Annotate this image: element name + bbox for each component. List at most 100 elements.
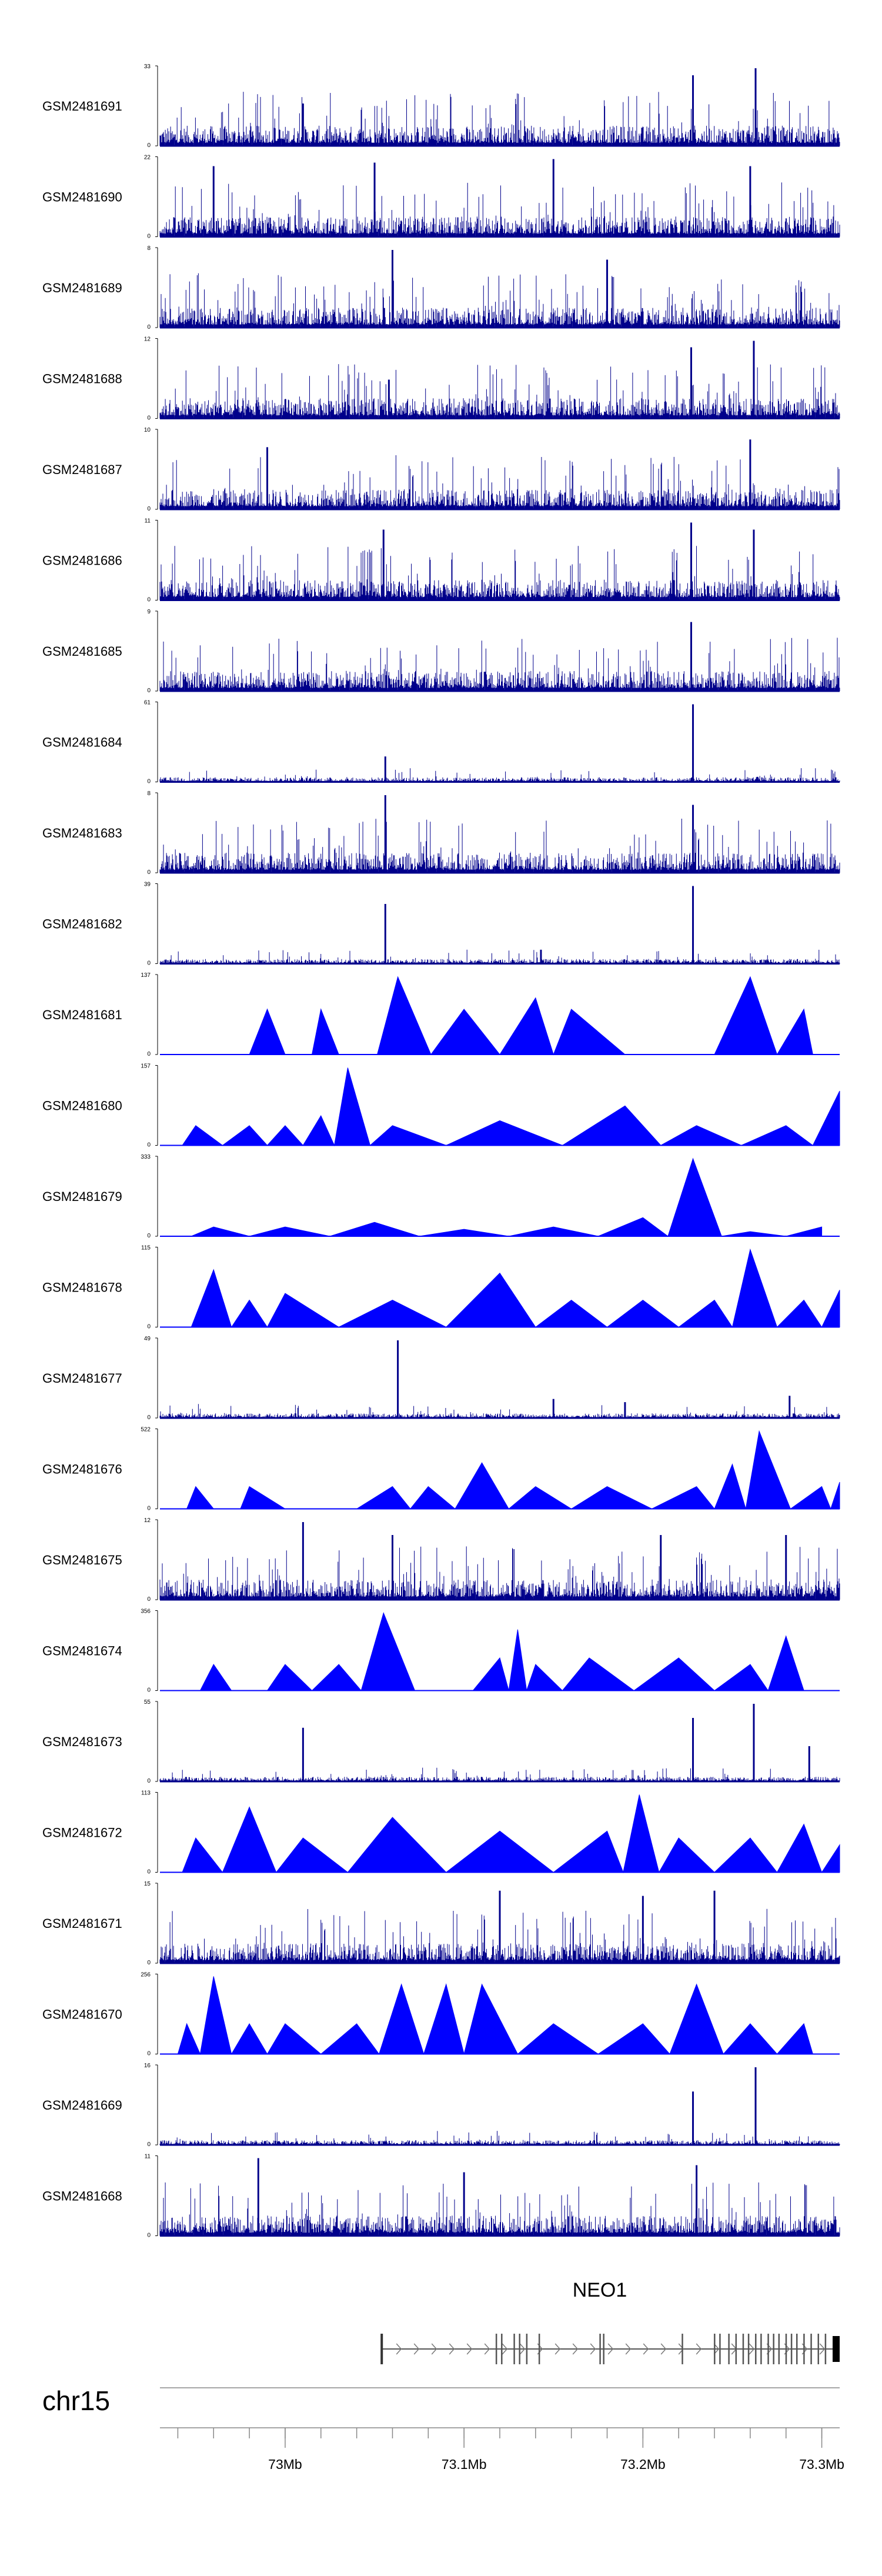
strand-arrow-icon bbox=[678, 2343, 684, 2355]
gene-exon bbox=[501, 2334, 503, 2364]
track-GSM2481686: GSM2481686 11 0 bbox=[42, 518, 840, 603]
gene-exon bbox=[735, 2334, 737, 2364]
track-ymin-label: 0 bbox=[147, 2233, 151, 2239]
gene-exon bbox=[817, 2334, 819, 2364]
track-ymax-label: 61 bbox=[144, 700, 151, 706]
genome-axis: chr15 73Mb 73.1Mb 73.2Mb 73.3Mb bbox=[42, 2385, 844, 2472]
gene-exon bbox=[495, 2334, 497, 2364]
gene-model-track: NEO1 bbox=[380, 2279, 840, 2364]
track-ymax-label: 12 bbox=[144, 1517, 151, 1524]
track-GSM2481683: GSM2481683 8 0 bbox=[42, 790, 840, 876]
track-ymax-label: 11 bbox=[145, 2154, 151, 2160]
track-signal-bars bbox=[159, 1767, 840, 1781]
track-ymax-label: 15 bbox=[144, 1881, 151, 1887]
strand-arrow-icon bbox=[396, 2343, 402, 2355]
track-signal-bars bbox=[159, 455, 840, 509]
track-label: GSM2481673 bbox=[42, 1734, 122, 1749]
track-signal-area bbox=[231, 976, 822, 1056]
gene-exon bbox=[790, 2334, 793, 2364]
track-ymin-label: 0 bbox=[147, 2051, 151, 2057]
track-label: GSM2481675 bbox=[42, 1553, 122, 1567]
track-label: GSM2481689 bbox=[42, 281, 122, 295]
strand-arrow-icon bbox=[413, 2343, 420, 2355]
track-signal-bars bbox=[159, 1908, 840, 1963]
strand-arrow-icon bbox=[431, 2343, 437, 2355]
strand-arrow-icon bbox=[502, 2343, 508, 2355]
strand-arrow-icon bbox=[554, 2343, 561, 2355]
gene-exon bbox=[785, 2334, 787, 2364]
track-ymin-label: 0 bbox=[147, 1233, 151, 1239]
track-ymin-label: 0 bbox=[147, 960, 151, 967]
track-label: GSM2481674 bbox=[42, 1644, 122, 1659]
track-GSM2481679: GSM2481679 333 0 bbox=[42, 1154, 840, 1239]
track-ymin-label: 0 bbox=[147, 233, 151, 240]
gene-exon bbox=[599, 2334, 601, 2364]
strand-arrow-icon bbox=[590, 2343, 596, 2355]
track-GSM2481677: GSM2481677 49 0 bbox=[42, 1336, 840, 1421]
track-label: GSM2481671 bbox=[42, 1916, 122, 1931]
track-signal-area bbox=[169, 1067, 840, 1147]
track-signal-area bbox=[169, 1157, 823, 1237]
gene-exon bbox=[778, 2334, 780, 2364]
strand-arrow-icon bbox=[696, 2343, 702, 2355]
track-ymax-label: 522 bbox=[141, 1427, 151, 1433]
strand-arrow-icon bbox=[749, 2343, 755, 2355]
gene-exon bbox=[773, 2334, 774, 2364]
track-label: GSM2481668 bbox=[42, 2189, 122, 2204]
track-label: GSM2481685 bbox=[42, 644, 122, 659]
track-GSM2481688: GSM2481688 12 0 bbox=[42, 336, 840, 422]
track-signal-bars bbox=[159, 273, 840, 328]
track-ymax-label: 12 bbox=[144, 336, 151, 343]
track-GSM2481690: GSM2481690 22 0 bbox=[42, 155, 840, 240]
track-ymin-label: 0 bbox=[147, 1596, 151, 1603]
track-label: GSM2481670 bbox=[42, 2007, 122, 2022]
gene-exon bbox=[603, 2334, 604, 2364]
gene-exon bbox=[755, 2334, 757, 2364]
track-ymin-label: 0 bbox=[147, 1869, 151, 1876]
track-GSM2481687: GSM2481687 10 0 bbox=[42, 427, 840, 512]
axis-tick-label: 73.2Mb bbox=[620, 2457, 666, 2472]
strand-arrow-icon bbox=[449, 2343, 455, 2355]
track-signal-bars bbox=[159, 2131, 840, 2145]
gene-exon bbox=[538, 2334, 540, 2364]
axis-tick-label: 73.3Mb bbox=[799, 2457, 844, 2472]
track-ymax-label: 22 bbox=[144, 155, 151, 161]
track-GSM2481671: GSM2481671 15 0 bbox=[42, 1881, 840, 1966]
gene-exon bbox=[742, 2334, 744, 2364]
gene-exon bbox=[714, 2334, 716, 2364]
track-label: GSM2481690 bbox=[42, 190, 122, 205]
track-ymin-label: 0 bbox=[147, 1506, 151, 1512]
track-ymax-label: 9 bbox=[147, 609, 151, 615]
track-ymax-label: 33 bbox=[144, 64, 151, 70]
track-signal-area bbox=[178, 1430, 840, 1510]
track-label: GSM2481686 bbox=[42, 553, 122, 568]
track-signal-bars bbox=[159, 1546, 840, 1600]
track-label: GSM2481679 bbox=[42, 1189, 122, 1204]
track-ymax-label: 8 bbox=[147, 790, 151, 797]
track-ymin-label: 0 bbox=[147, 779, 151, 785]
gene-exon bbox=[767, 2334, 769, 2364]
track-label: GSM2481672 bbox=[42, 1826, 122, 1840]
track-GSM2481676: GSM2481676 522 0 bbox=[42, 1427, 840, 1512]
track-GSM2481669: GSM2481669 16 0 bbox=[42, 2063, 840, 2148]
track-signal-bars bbox=[159, 638, 840, 691]
strand-arrow-icon bbox=[572, 2343, 579, 2355]
track-ymax-label: 10 bbox=[144, 427, 151, 433]
track-ymax-label: 49 bbox=[144, 1336, 151, 1342]
track-label: GSM2481691 bbox=[42, 99, 122, 114]
track-ymax-label: 113 bbox=[141, 1790, 151, 1797]
track-ymin-label: 0 bbox=[147, 1142, 151, 1149]
track-ymax-label: 333 bbox=[141, 1154, 151, 1160]
track-ymax-label: 137 bbox=[141, 972, 151, 979]
track-GSM2481682: GSM2481682 39 0 bbox=[42, 882, 840, 967]
strand-arrow-icon bbox=[607, 2343, 614, 2355]
track-signal-area bbox=[169, 1248, 840, 1328]
track-ymin-label: 0 bbox=[147, 1778, 151, 1784]
track-GSM2481674: GSM2481674 356 0 bbox=[42, 1609, 840, 1694]
gene-utr-block bbox=[833, 2336, 840, 2362]
strand-arrow-icon bbox=[713, 2343, 720, 2355]
track-ymin-label: 0 bbox=[147, 1687, 151, 1694]
track-ymin-label: 0 bbox=[147, 2141, 151, 2148]
chromosome-label: chr15 bbox=[42, 2385, 110, 2416]
gene-exon bbox=[526, 2334, 528, 2364]
